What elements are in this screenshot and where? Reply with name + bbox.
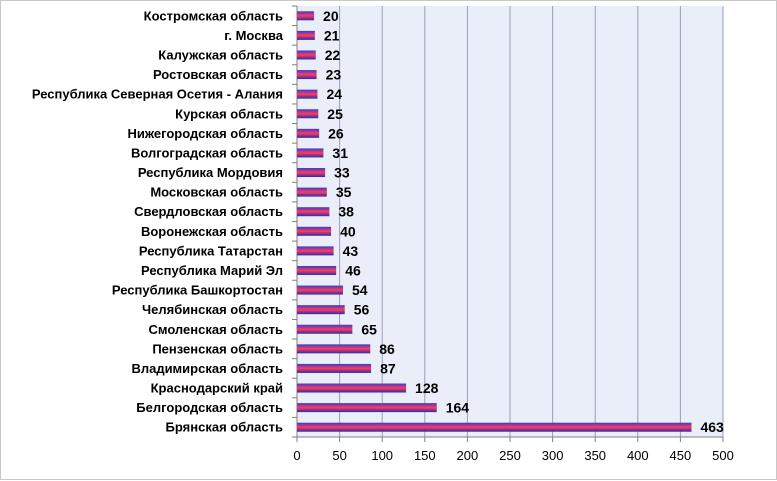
category-label: Республика Мордовия	[138, 165, 283, 180]
bar	[297, 207, 330, 217]
bar	[297, 30, 315, 40]
category-label: Костромская область	[144, 8, 283, 23]
category-label: Республика Северная Осетия - Алания	[32, 87, 283, 102]
value-label: 164	[446, 400, 470, 416]
x-tick-label: 400	[627, 448, 649, 463]
x-tick-label: 150	[414, 448, 436, 463]
value-label: 46	[345, 262, 361, 278]
category-label: Владимирская область	[131, 361, 283, 376]
bar	[297, 403, 437, 413]
value-label: 31	[332, 145, 348, 161]
category-label: Краснодарский край	[151, 381, 283, 396]
bar	[297, 128, 320, 138]
category-label: Волгоградская область	[131, 145, 283, 160]
bar	[297, 168, 326, 178]
category-label: Калужская область	[158, 47, 283, 62]
category-label: Пензенская область	[152, 341, 283, 356]
bar	[297, 89, 318, 99]
category-label: Ростовская область	[153, 67, 283, 82]
value-label: 25	[327, 106, 343, 122]
bar	[297, 383, 407, 393]
category-label: Белгородская область	[136, 400, 283, 415]
value-label: 24	[326, 86, 342, 102]
bar	[297, 285, 344, 295]
value-label: 65	[361, 321, 377, 337]
bar	[297, 305, 345, 315]
value-label: 54	[352, 282, 368, 298]
value-label: 40	[340, 223, 356, 239]
bar	[297, 363, 372, 373]
value-label: 38	[338, 204, 354, 220]
value-label: 56	[354, 302, 370, 318]
x-tick-label: 0	[293, 448, 300, 463]
x-tick-label: 500	[712, 448, 734, 463]
bar	[297, 70, 317, 80]
bar	[297, 11, 315, 21]
value-label: 20	[323, 8, 339, 24]
bar	[297, 187, 327, 197]
value-label: 35	[336, 184, 352, 200]
category-label: г. Москва	[224, 28, 283, 43]
category-label: Курская область	[175, 106, 283, 121]
bar	[297, 344, 371, 354]
value-label: 463	[700, 419, 724, 435]
bar	[297, 50, 316, 60]
value-label: 23	[326, 67, 342, 83]
category-label: Нижегородская область	[127, 126, 283, 141]
value-label: 33	[334, 165, 350, 181]
value-label: 87	[380, 360, 396, 376]
category-label: Брянская область	[166, 420, 283, 435]
category-label: Московская область	[150, 185, 283, 200]
value-label: 26	[328, 125, 344, 141]
bar	[297, 148, 324, 158]
x-tick-label: 450	[670, 448, 692, 463]
bar	[297, 265, 337, 275]
category-label: Республика Марий Эл	[141, 263, 283, 278]
category-label: Свердловская область	[134, 204, 283, 219]
x-tick-label: 300	[542, 448, 564, 463]
value-label: 128	[415, 380, 439, 396]
bar	[297, 422, 692, 432]
value-label: 43	[343, 243, 359, 259]
x-tick-label: 200	[457, 448, 479, 463]
category-label: Республика Татарстан	[139, 243, 283, 258]
x-tick-label: 100	[371, 448, 393, 463]
x-tick-label: 250	[499, 448, 521, 463]
value-label: 22	[325, 47, 341, 63]
bar	[297, 324, 353, 334]
category-label: Воронежская область	[141, 224, 283, 239]
x-tick-label: 350	[584, 448, 606, 463]
category-label: Смоленская область	[148, 322, 283, 337]
bar	[297, 226, 332, 236]
x-tick-label: 50	[332, 448, 346, 463]
value-label: 21	[324, 27, 340, 43]
category-label: Республика Башкортостан	[112, 283, 283, 298]
value-label: 86	[379, 341, 395, 357]
bar	[297, 246, 334, 256]
category-label: Челябинская область	[142, 302, 283, 317]
bar	[297, 109, 319, 119]
